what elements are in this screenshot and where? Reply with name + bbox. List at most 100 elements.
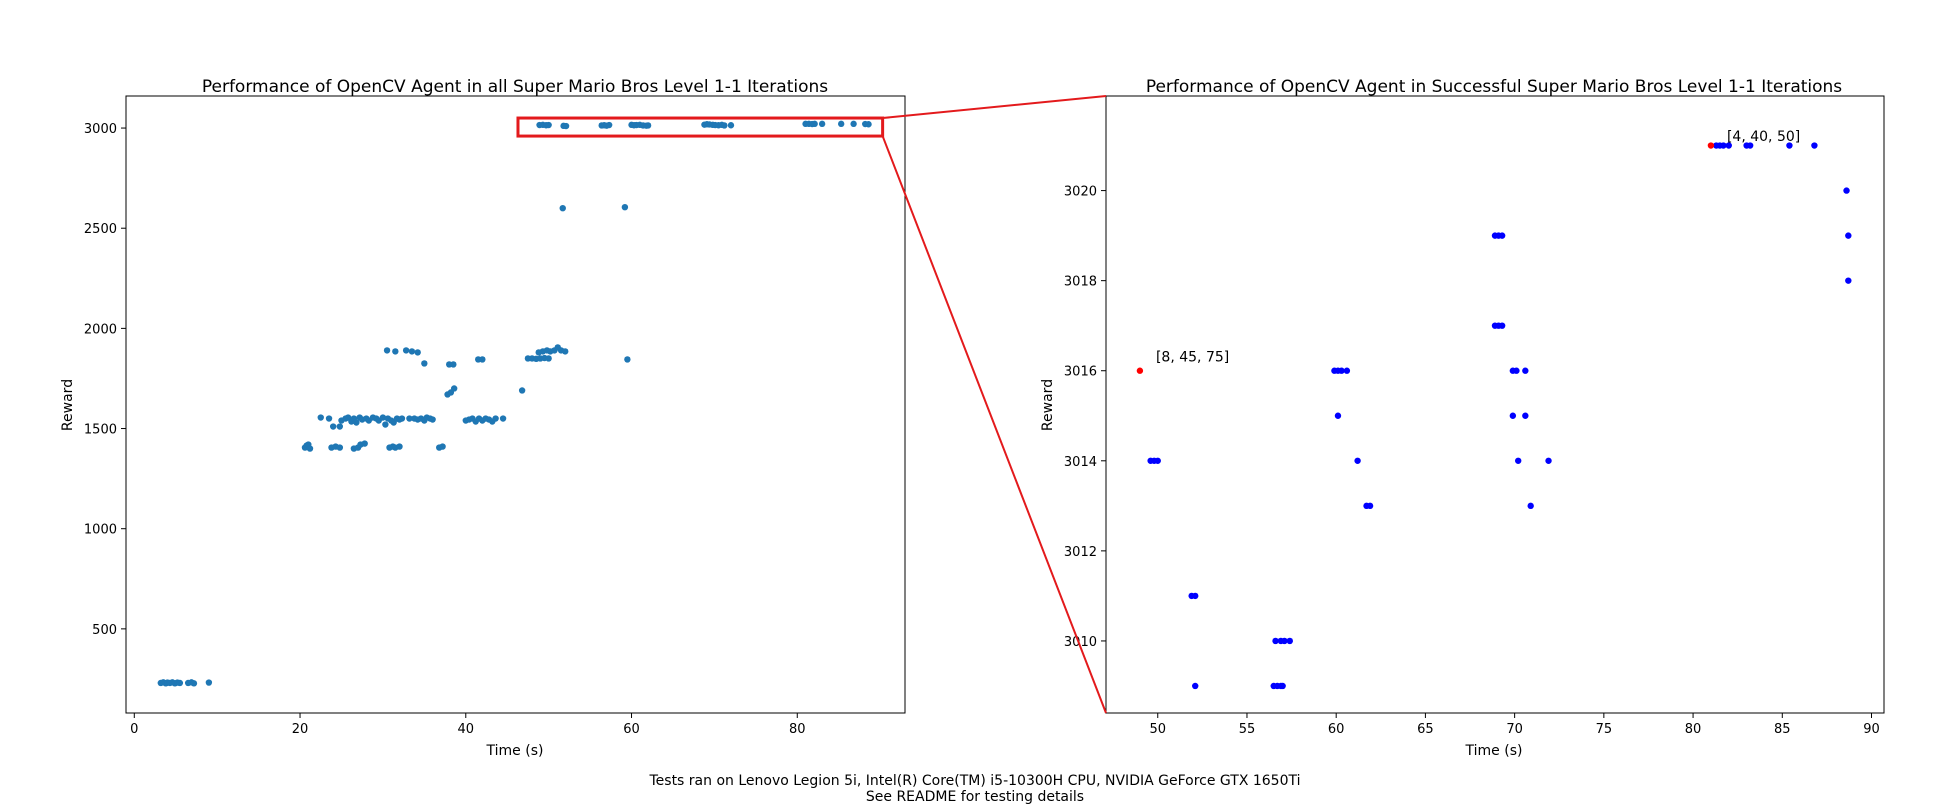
overview-data-point [408,348,416,355]
zoom-x-tick-label: 50 [1149,722,1166,737]
zoom-data-point [1513,367,1520,374]
zoom-data-point [1192,682,1199,690]
overview-data-point [518,387,526,394]
overview-axis-ticks: 0 20 40 60 80 500 1000 1500 2000 2500 3000 [84,122,806,737]
overview-data-point [406,415,413,422]
zoom-data-point [1725,142,1732,149]
overview-data-point [429,416,436,423]
zoom-y-tick-label: 3018 [1064,275,1097,290]
zoom-data-point [1845,277,1852,284]
overview-data-point [336,423,344,430]
zoom-data-point [1746,142,1754,149]
overview-points [157,120,872,687]
zoom-y-tick-label: 3014 [1064,455,1097,470]
overview-chart-title: Performance of OpenCV Agent in all Super… [202,77,828,97]
zoom-data-point [1498,232,1506,239]
overview-x-tick-label: 0 [130,722,138,737]
zoom-axis-ticks: 50 55 60 65 70 75 80 85 90 3010 3012 3014 3016 3018 30… [1064,185,1880,737]
zoom-data-point [1154,457,1161,464]
zoom-x-tick-label: 85 [1774,722,1791,737]
overview-data-point [317,414,324,421]
overview-data-point [190,680,198,687]
overview-data-point [382,421,389,428]
zoom-data-point [1498,322,1506,329]
overview-data-point [361,440,368,447]
overview-y-tick-label: 1000 [84,523,117,538]
footer-hardware-note: Tests ran on Lenovo Legion 5i, Intel(R) … [649,773,1301,789]
overview-data-point [353,419,360,426]
overview-x-tick-label: 20 [292,722,309,737]
overview-data-point [850,120,857,128]
overview-data-point [402,347,410,354]
overview-data-point [624,356,631,363]
zoom-x-tick-label: 60 [1328,722,1345,737]
overview-data-point [811,120,818,128]
zoom-data-point [1354,457,1361,464]
zoom-data-point [1366,502,1374,510]
overview-zoom-box [516,116,885,138]
overview-x-tick-label: 40 [458,722,475,737]
overview-data-point [176,679,184,687]
zoom-highlight-point [1707,142,1715,149]
overview-data-point [392,348,399,355]
overview-data-point [396,443,403,450]
zoom-connector-bottom [881,135,1107,714]
overview-y-axis-label: Reward [60,379,76,431]
overview-data-point [439,443,446,450]
overview-y-tick-label: 1500 [84,423,117,438]
overview-x-tick-label: 80 [789,722,806,737]
zoom-data-point [1527,502,1534,510]
zoom-annotation-1: [8, 45, 75] [1156,350,1229,366]
zoom-x-tick-label: 65 [1417,722,1434,737]
zoom-data-point [1811,142,1818,149]
zoom-data-point [1334,412,1342,419]
overview-data-point [414,349,421,356]
zoom-data-point [1338,367,1345,374]
zoom-plot-frame [1105,95,1885,714]
zoom-x-axis-label: Time (s) [1465,743,1523,759]
zoom-data-point [1514,457,1522,464]
overview-y-tick-label: 2000 [84,322,117,337]
zoom-x-tick-label: 90 [1863,722,1880,737]
overview-data-point [450,361,457,368]
zoom-y-tick-label: 3016 [1064,365,1097,380]
zoom-highlight-point [1136,367,1144,374]
overview-data-point [479,356,486,363]
overview-data-point [450,385,458,392]
overview-data-point [721,122,728,129]
overview-data-point [865,121,872,128]
overview-data-point [562,122,570,130]
overview-data-point [336,444,344,451]
overview-x-axis-label: Time (s) [486,743,544,759]
overview-chart: Performance of OpenCV Agent in all Super… [60,77,906,759]
zoom-data-point [1845,232,1852,239]
footer-readme-note: See README for testing details [865,789,1085,805]
zoom-x-tick-label: 55 [1239,722,1256,737]
zoom-data-point [1272,637,1279,645]
overview-data-point [398,415,406,422]
zoom-data-point [1279,682,1286,690]
zoom-annotation-2: [4, 40, 50] [1727,129,1800,145]
zoom-data-point [1281,637,1288,645]
overview-x-tick-label: 60 [623,722,640,737]
zoom-y-axis-label: Reward [1040,379,1056,431]
zoom-connector-top [882,95,1107,120]
overview-data-point [837,120,845,128]
zoom-data-point [1786,142,1793,149]
overview-data-point [644,122,652,129]
zoom-x-tick-label: 70 [1506,722,1523,737]
overview-data-point [545,355,552,362]
zoom-data-point [1286,637,1293,645]
overview-data-point [329,423,337,430]
zoom-data-point [1509,412,1517,419]
overview-data-point [379,414,387,421]
overview-y-tick-label: 3000 [84,122,117,137]
overview-y-tick-label: 2500 [84,222,117,237]
zoom-y-tick-label: 3020 [1064,185,1097,200]
zoom-data-point [1192,592,1199,600]
overview-data-point [421,360,428,367]
zoom-y-tick-label: 3012 [1064,545,1097,560]
overview-data-point [818,120,826,128]
overview-data-point [605,121,613,129]
zoom-data-point [1522,412,1529,419]
